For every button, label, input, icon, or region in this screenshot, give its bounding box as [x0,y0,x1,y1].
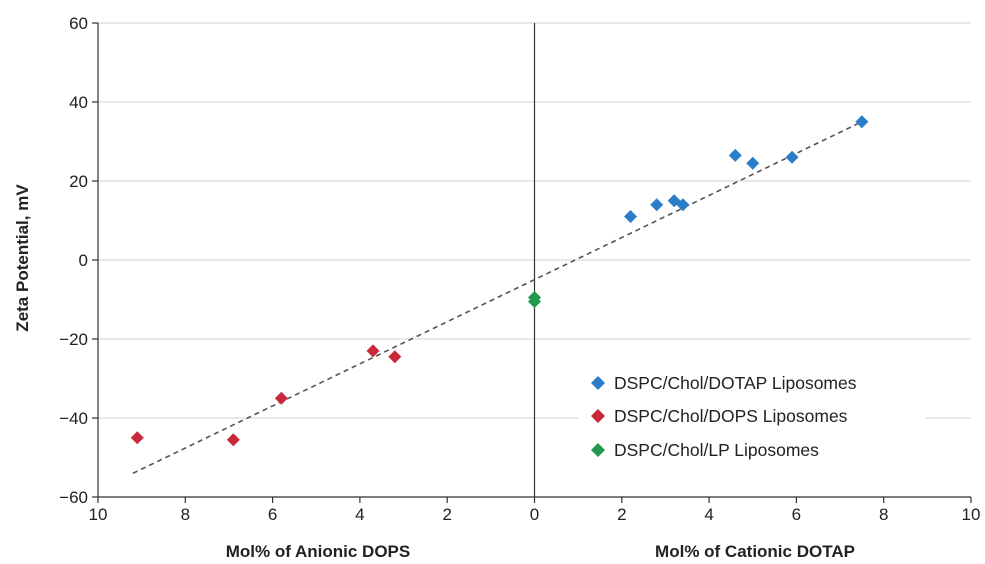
x-tick-label: 2 [617,505,626,524]
data-point-series-0 [785,150,799,164]
legend-item-dops: DSPC/Chol/DOPS Liposomes [591,406,848,426]
x-tick-label: 8 [879,505,888,524]
data-point-series-2 [528,294,541,308]
data-points [130,115,869,447]
x-tick-label: 10 [89,505,108,524]
legend-marker-lp [591,443,605,457]
legend-item-lp: DSPC/Chol/LP Liposomes [591,440,819,460]
data-point-series-0 [676,198,690,212]
legend-label-dotap: DSPC/Chol/DOTAP Liposomes [614,373,857,393]
y-tick-label: 0 [79,251,88,270]
legend-label-dops: DSPC/Chol/DOPS Liposomes [614,406,848,426]
x-tick-label: 6 [792,505,801,524]
data-point-series-0 [746,156,760,170]
data-point-series-1 [226,433,240,447]
data-point-series-1 [366,344,380,358]
axes [92,22,972,503]
data-point-series-0 [624,210,638,224]
data-point-series-0 [650,198,664,212]
data-point-series-0 [855,115,869,129]
x-tick-label: 0 [530,505,539,524]
x-axis-title-left: Mol% of Anionic DOPS [226,542,410,561]
y-tick-label: −60 [59,488,88,507]
y-axis-title: Zeta Potential, mV [13,184,32,332]
y-tick-label: −20 [59,330,88,349]
legend-marker-dops [591,409,605,423]
legend-marker-dotap [591,376,605,390]
data-point-series-1 [274,391,288,405]
y-tick-label: 20 [69,172,88,191]
data-point-series-1 [388,350,402,364]
x-axis-title-right: Mol% of Cationic DOTAP [655,542,855,561]
y-tick-label: 60 [69,14,88,33]
y-tick-label: 40 [69,93,88,112]
data-point-series-0 [728,148,742,162]
legend-background [578,368,926,466]
legend-item-dotap: DSPC/Chol/DOTAP Liposomes [591,373,857,393]
legend-label-lp: DSPC/Chol/LP Liposomes [614,440,819,460]
x-tick-label: 8 [181,505,190,524]
x-tick-label: 4 [355,505,364,524]
legend: DSPC/Chol/DOTAP Liposomes DSPC/Chol/DOPS… [578,368,926,466]
x-tick-label: 2 [442,505,451,524]
y-tick-label: −40 [59,409,88,428]
x-tick-label: 10 [962,505,981,524]
data-point-series-1 [130,431,144,445]
x-tick-label: 4 [704,505,713,524]
x-tick-label: 6 [268,505,277,524]
